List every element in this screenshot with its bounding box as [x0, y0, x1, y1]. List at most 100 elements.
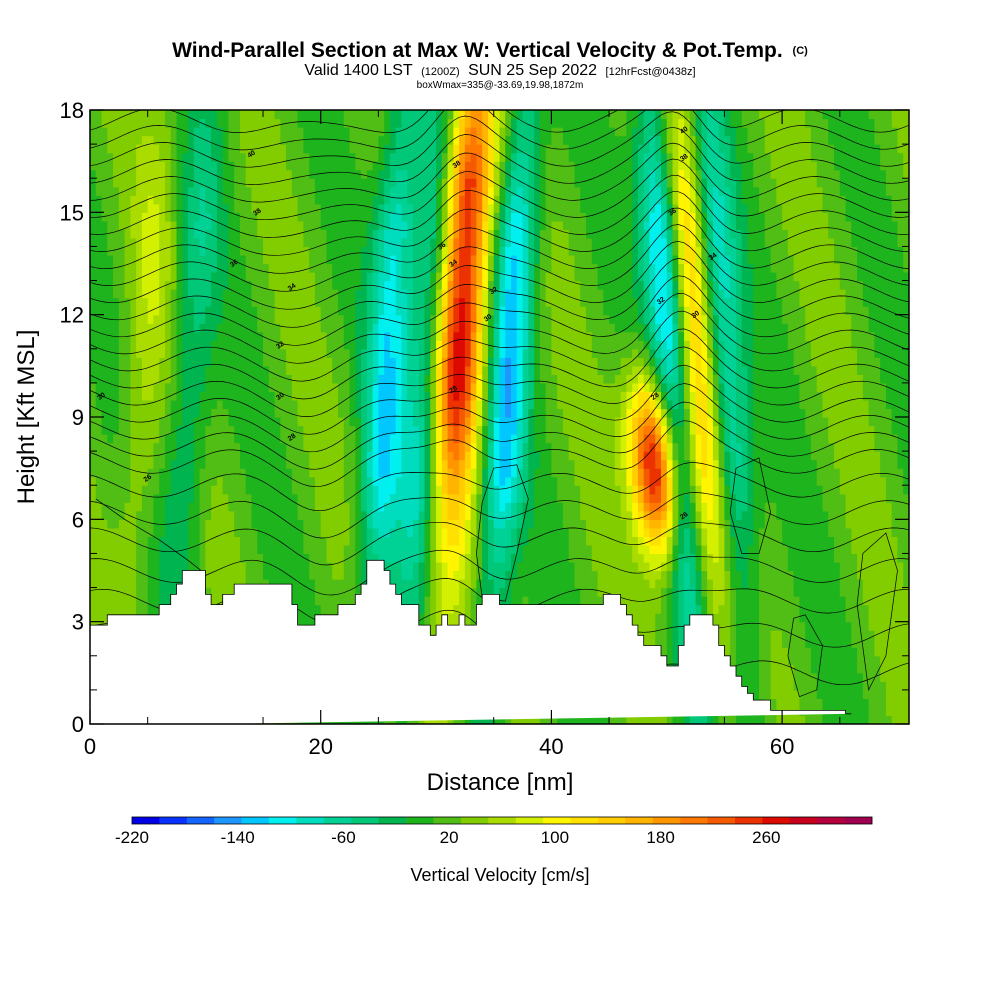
w-cell: [476, 399, 483, 410]
w-cell: [482, 186, 489, 196]
w-cell: [372, 365, 379, 375]
w-cell: [366, 502, 374, 512]
w-cell: [113, 579, 120, 589]
w-cell: [211, 382, 218, 393]
w-cell: [182, 152, 189, 162]
w-cell: [95, 544, 103, 555]
w-cell: [464, 169, 472, 179]
w-cell: [459, 544, 466, 555]
w-cell: [309, 254, 316, 265]
w-cell: [113, 399, 120, 410]
w-cell: [124, 408, 131, 418]
w-cell: [164, 561, 172, 572]
w-cell: [459, 604, 466, 614]
w-cell: [303, 127, 310, 137]
w-cell: [314, 468, 322, 478]
w-cell: [447, 306, 454, 316]
w-cell: [182, 135, 189, 145]
w-cell: [101, 553, 108, 563]
w-cell: [263, 229, 270, 239]
w-cell: [349, 476, 356, 486]
w-cell: [170, 203, 178, 213]
w-cell: [361, 502, 368, 512]
w-cell: [141, 212, 149, 222]
w-cell: [286, 152, 293, 162]
w-cell: [274, 485, 281, 495]
w-cell: [216, 118, 224, 128]
w-cell: [257, 451, 264, 461]
w-cell: [361, 536, 368, 546]
w-cell: [349, 579, 356, 589]
w-cell: [320, 391, 328, 401]
w-cell: [447, 468, 454, 478]
w-cell: [95, 203, 103, 213]
w-cell: [464, 536, 472, 546]
w-cell: [407, 476, 414, 486]
w-cell: [412, 348, 420, 358]
w-cell: [459, 476, 466, 486]
w-cell: [205, 229, 212, 239]
w-cell: [199, 254, 206, 265]
w-cell: [349, 357, 356, 367]
w-cell: [90, 527, 97, 537]
w-cell: [170, 502, 178, 512]
w-cell: [286, 382, 293, 393]
w-cell: [378, 110, 385, 120]
w-cell: [268, 161, 276, 171]
w-cell: [176, 246, 183, 256]
w-cell: [141, 263, 149, 273]
w-cell: [257, 263, 264, 273]
w-cell: [159, 485, 166, 495]
w-cell: [453, 110, 460, 120]
w-cell: [107, 323, 114, 333]
w-cell: [113, 587, 120, 597]
w-cell: [118, 544, 126, 555]
w-cell: [320, 425, 328, 435]
w-cell: [464, 203, 472, 213]
w-cell: [280, 561, 287, 572]
w-cell: [314, 587, 322, 597]
w-cell: [234, 110, 241, 120]
w-cell: [412, 331, 420, 341]
w-cell: [430, 596, 437, 606]
w-cell: [326, 135, 333, 145]
w-cell: [239, 289, 247, 299]
w-cell: [234, 340, 241, 350]
w-cell: [257, 246, 264, 256]
w-cell: [153, 502, 160, 512]
w-cell: [141, 510, 149, 520]
w-cell: [130, 237, 137, 248]
w-cell: [407, 434, 414, 444]
w-cell: [176, 127, 183, 137]
w-cell: [470, 536, 478, 546]
w-cell: [314, 135, 322, 145]
w-cell: [332, 587, 339, 597]
w-cell: [372, 152, 379, 162]
w-cell: [349, 348, 356, 358]
w-cell: [182, 203, 189, 213]
w-cell: [101, 502, 108, 512]
w-cell: [366, 476, 374, 486]
w-cell: [245, 331, 253, 341]
w-cell: [182, 220, 189, 230]
w-cell: [182, 434, 189, 444]
w-cell: [326, 272, 333, 282]
w-cell: [441, 442, 449, 452]
w-cell: [338, 596, 345, 606]
w-cell: [141, 502, 149, 512]
w-cell: [211, 493, 218, 503]
w-cell: [418, 314, 426, 324]
w-cell: [384, 272, 391, 282]
w-cell: [389, 110, 397, 120]
w-cell: [107, 510, 114, 520]
w-cell: [101, 570, 108, 580]
w-cell: [320, 161, 328, 171]
w-cell: [147, 186, 155, 196]
w-cell: [309, 178, 316, 188]
w-cell: [447, 425, 454, 435]
w-cell: [372, 272, 379, 282]
w-cell: [239, 272, 247, 282]
w-cell: [280, 323, 287, 333]
w-cell: [436, 297, 443, 307]
w-cell: [389, 476, 397, 486]
